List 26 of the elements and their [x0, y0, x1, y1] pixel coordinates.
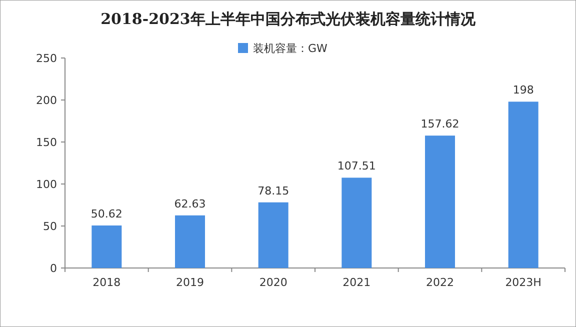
data-label: 157.62	[420, 118, 460, 131]
bar	[175, 215, 205, 268]
y-tick-label: 50	[43, 220, 57, 233]
bar	[342, 178, 372, 268]
x-tick-label: 2018	[92, 276, 121, 289]
data-label: 78.15	[258, 184, 290, 198]
x-tick-label: 2023H	[505, 276, 542, 289]
y-tick-label: 200	[36, 94, 57, 107]
y-tick-label: 0	[50, 262, 57, 275]
bar	[425, 136, 455, 268]
y-tick-label: 150	[36, 136, 57, 149]
data-label: 62.63	[174, 197, 206, 210]
x-tick-label: 2020	[259, 276, 288, 289]
y-tick-label: 250	[36, 52, 57, 65]
data-label: 107.51	[337, 160, 376, 173]
y-tick-label: 100	[36, 178, 57, 191]
bar	[508, 102, 538, 268]
chart-title: 2018-2023年上半年中国分布式光伏装机容量统计情况	[100, 10, 476, 28]
data-label: 50.62	[90, 207, 122, 220]
x-tick-label: 2022	[426, 276, 454, 289]
bar	[92, 225, 122, 268]
x-tick-label: 2019	[176, 276, 204, 289]
data-label: 198	[512, 84, 534, 97]
x-tick-label: 2021	[342, 276, 371, 289]
bar	[258, 202, 288, 268]
legend-label: 装机容量：GW	[253, 42, 328, 55]
